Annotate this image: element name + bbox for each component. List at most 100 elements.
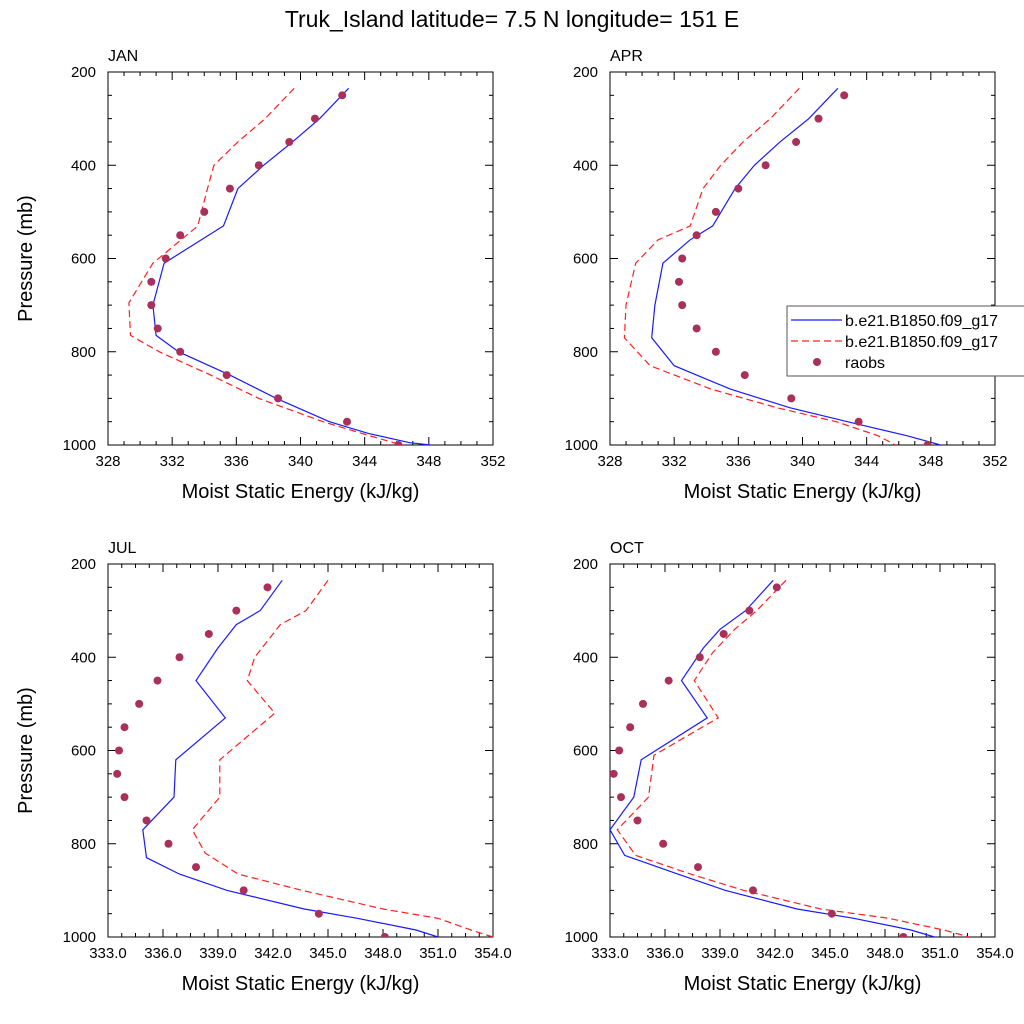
panel-jul: 333.0 336.0 339.0 342.0 345.0 348.0 351.0 354.0… xyxy=(15,540,512,995)
x-tick-label: 342.0 xyxy=(254,945,292,962)
raobs-point xyxy=(899,933,908,937)
y-tick-label: 400 xyxy=(71,649,96,666)
raobs-point xyxy=(239,886,248,895)
raobs-point xyxy=(626,723,635,732)
raobs-point xyxy=(175,653,184,662)
y-tick-label: 200 xyxy=(71,556,96,573)
x-tick-label: 344 xyxy=(854,453,879,470)
y-tick-label: 600 xyxy=(573,251,598,268)
x-axis-label: Moist Static Energy (kJ/kg) xyxy=(684,973,922,995)
raobs-point xyxy=(394,441,403,445)
y-tick-label: 1000 xyxy=(565,437,598,454)
series-group xyxy=(128,87,431,445)
y-tick-label: 800 xyxy=(71,836,96,853)
raobs-point xyxy=(692,231,701,240)
x-tick-label: 354.0 xyxy=(976,945,1014,962)
raobs-point xyxy=(113,769,122,778)
raobs-point xyxy=(285,137,294,146)
raobs-point xyxy=(338,91,347,100)
x-tick-label: 336.0 xyxy=(646,945,684,962)
legend-label: raobs xyxy=(845,355,885,372)
y-tick-label: 200 xyxy=(573,556,598,573)
raobs-point xyxy=(120,793,129,802)
x-tick-label: 340 xyxy=(288,453,313,470)
raobs-point xyxy=(711,207,720,216)
raobs-point xyxy=(310,114,319,123)
raobs-point xyxy=(617,793,625,802)
panel-apr: 328 332 336 340 344 348 352 200 400 600 800 1000 APR… xyxy=(565,48,1008,503)
raobs-point xyxy=(745,606,754,615)
raobs-point xyxy=(200,207,209,216)
raobs-point xyxy=(678,254,687,263)
y-tick-label: 800 xyxy=(71,344,96,361)
raobs-point xyxy=(772,583,781,592)
x-tick-label: 348 xyxy=(416,453,441,470)
x-tick-label: 354.0 xyxy=(474,945,512,962)
x-tick-label: 333.0 xyxy=(89,945,127,962)
raobs-point xyxy=(120,723,129,732)
y-tick-label: 1000 xyxy=(565,929,598,946)
y-tick-label: 600 xyxy=(573,743,598,760)
panel-jan: 328 332 336 340 344 348 352 200 400 600 800 1000 JAN… xyxy=(15,48,506,503)
raobs-point xyxy=(147,277,156,286)
x-tick-label: 348.0 xyxy=(866,945,904,962)
raobs-point xyxy=(176,231,185,240)
series-group xyxy=(623,87,941,445)
raobs-point xyxy=(719,629,728,638)
raobs-point xyxy=(734,184,743,193)
raobs-point xyxy=(314,909,323,918)
raobs-point xyxy=(615,746,624,755)
raobs-point xyxy=(263,583,272,592)
raobs-point xyxy=(222,371,231,380)
x-tick-label: 348.0 xyxy=(364,945,402,962)
y-axis-label: Pressure (mb) xyxy=(15,195,37,322)
x-tick-label: 336 xyxy=(224,453,249,470)
x-tick-label: 332 xyxy=(160,453,185,470)
raobs-point xyxy=(232,606,241,615)
x-tick-label: 336 xyxy=(726,453,751,470)
raobs-point xyxy=(633,816,642,825)
panel-label: APR xyxy=(610,48,643,65)
legend-label: b.e21.B1850.f09_g17 xyxy=(845,334,998,351)
panel-label: JUL xyxy=(108,540,137,557)
raobs-point xyxy=(135,699,144,708)
y-tick-label: 1000 xyxy=(63,929,96,946)
y-axis-label: Pressure (mb) xyxy=(15,687,37,814)
model-line-dashed xyxy=(616,579,970,937)
raobs-point xyxy=(204,629,213,638)
model-line-solid xyxy=(651,87,941,445)
raobs-point xyxy=(664,676,673,685)
raobs-point xyxy=(164,839,173,848)
raobs-point xyxy=(814,114,823,123)
x-tick-label: 339.0 xyxy=(199,945,237,962)
x-tick-label: 342.0 xyxy=(756,945,794,962)
x-tick-label: 351.0 xyxy=(419,945,457,962)
y-tick-label: 800 xyxy=(573,344,598,361)
model-line-solid xyxy=(152,87,431,445)
raobs-point xyxy=(740,371,749,380)
x-tick-label: 345.0 xyxy=(309,945,347,962)
x-tick-label: 328 xyxy=(597,453,622,470)
model-line-solid xyxy=(610,579,935,937)
x-tick-label: 345.0 xyxy=(811,945,849,962)
model-line-dashed xyxy=(623,87,896,445)
raobs-point xyxy=(161,254,170,263)
raobs-point xyxy=(192,863,200,872)
y-tick-label: 400 xyxy=(573,649,598,666)
raobs-point xyxy=(254,161,263,170)
raobs-point xyxy=(854,417,863,426)
raobs-point xyxy=(792,137,801,146)
plot-frame xyxy=(609,563,996,938)
raobs-point xyxy=(115,746,123,755)
raobs-point xyxy=(674,277,683,286)
raobs-point xyxy=(147,301,156,310)
legend-marker xyxy=(813,358,821,366)
x-tick-label: 352 xyxy=(982,453,1007,470)
raobs-point xyxy=(610,769,618,778)
y-tick-label: 800 xyxy=(573,836,598,853)
raobs-point xyxy=(153,676,162,685)
x-tick-label: 352 xyxy=(480,453,505,470)
page-title: Truk_Island latitude= 7.5 N longitude= 1… xyxy=(284,6,740,32)
